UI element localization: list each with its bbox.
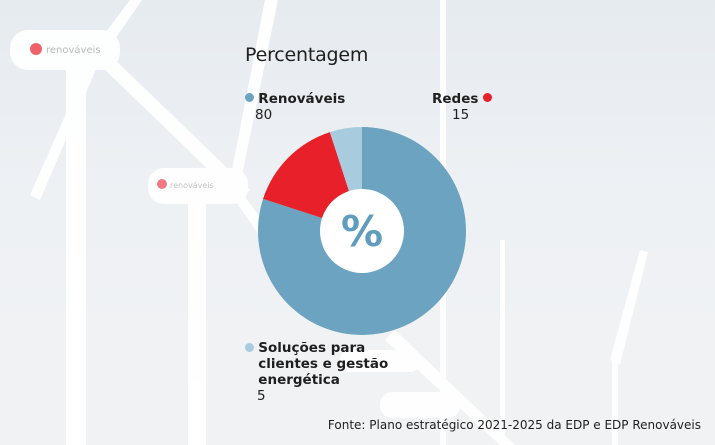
brand-label: renováveis: [46, 44, 101, 56]
legend-label: Renováveis: [258, 91, 346, 107]
legend-label: Redes: [432, 91, 479, 107]
turbine-blade: [230, 0, 278, 185]
legend-value: 80: [255, 107, 273, 123]
center-circle: [320, 189, 404, 273]
source-note: Fonte: Plano estratégico 2021-2025 da ED…: [327, 418, 701, 432]
turbine-tower: [66, 60, 86, 445]
turbine-blade: [96, 0, 142, 55]
pie-chart: %: [258, 127, 466, 335]
chart-title: Percentagem: [245, 44, 369, 66]
brand-label: renováveis: [170, 181, 214, 190]
center-label: %: [341, 207, 383, 256]
turbine-nacelle: [340, 350, 420, 372]
legend-value: 15: [452, 107, 470, 123]
turbine-nacelle: [148, 168, 248, 204]
legend-dot: [482, 93, 492, 102]
legend-label: Soluções para clientes e gestão energéti…: [258, 340, 389, 388]
turbine-tower: [500, 240, 505, 445]
legend-item-redes: Redes 15: [432, 91, 492, 123]
turbine-nacelle: [380, 392, 460, 418]
turbine-blade: [100, 55, 250, 200]
turbine-tower: [188, 190, 206, 445]
turbine-blade: [30, 55, 100, 200]
turbine-blade: [610, 250, 648, 365]
legend-item-renovaveis: Renováveis 80: [245, 91, 345, 123]
legend-dot: [245, 93, 254, 102]
brand-logo: renováveis renováveis: [30, 43, 214, 190]
turbine-tower: [612, 360, 618, 445]
legend-value: 5: [257, 388, 266, 404]
legend-item-solucoes: Soluções para clientes e gestão energéti…: [245, 340, 398, 404]
legend-dot: [245, 343, 254, 352]
